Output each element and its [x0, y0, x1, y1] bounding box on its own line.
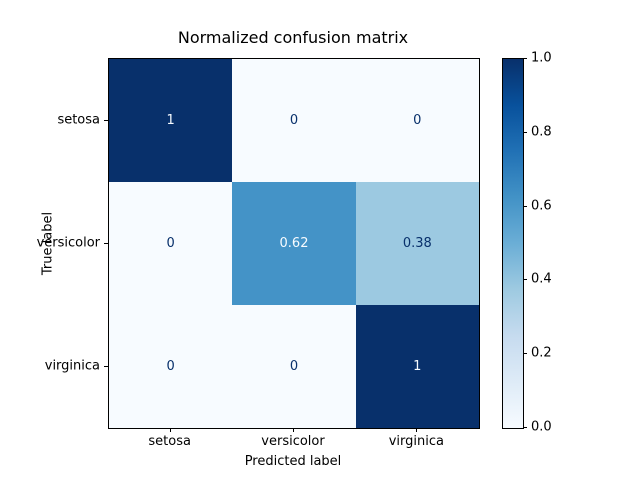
heatmap-axes: 1 0 0 0 0.62 0.38 0 0 1 [108, 58, 480, 429]
y-tick-label-setosa: setosa [57, 112, 100, 127]
heatmap-cell-virginica-versicolor: 0 [232, 305, 356, 428]
cell-value-label: 0.62 [279, 236, 309, 251]
colorbar-tick-mark [523, 427, 527, 428]
x-tick-mark [416, 428, 418, 432]
cell-value-label: 0 [289, 113, 299, 128]
colorbar-tick-mark [523, 279, 527, 281]
y-tick-mark [104, 119, 108, 121]
heatmap-cell-setosa-setosa: 1 [109, 59, 233, 182]
heatmap-cell-versicolor-virginica: 0.38 [355, 182, 479, 305]
colorbar-tick-mark [523, 131, 527, 133]
colorbar [502, 58, 524, 429]
x-tick-mark [169, 428, 171, 432]
x-tick-label-versicolor: versicolor [261, 434, 325, 449]
colorbar-tick-label-0.6: 0.6 [531, 198, 552, 214]
heatmap-cell-virginica-virginica: 1 [355, 305, 479, 428]
colorbar-tick-mark [523, 353, 527, 355]
cell-value-label: 0 [289, 359, 299, 374]
colorbar-tick-label-0.4: 0.4 [531, 271, 552, 287]
y-tick-mark [104, 242, 108, 244]
chart-title: Normalized confusion matrix [177, 28, 409, 47]
colorbar-tick-label-0.0: 0.0 [531, 419, 552, 435]
colorbar-tick-label-1.0: 1.0 [531, 50, 552, 66]
heatmap-cell-versicolor-versicolor: 0.62 [232, 182, 356, 305]
heatmap-cell-setosa-virginica: 0 [355, 59, 479, 182]
colorbar-tick-mark [523, 205, 527, 207]
heatmap-cell-virginica-setosa: 0 [109, 305, 233, 428]
heatmap-cell-versicolor-setosa: 0 [109, 182, 233, 305]
cell-value-label: 0 [166, 359, 175, 374]
heatmap-cell-setosa-versicolor: 0 [232, 59, 356, 182]
colorbar-tick-label-0.2: 0.2 [531, 345, 552, 361]
x-tick-mark [293, 428, 294, 432]
cell-value-label: 0 [413, 113, 422, 128]
x-tick-label-virginica: virginica [388, 434, 444, 449]
y-tick-mark [104, 365, 108, 367]
cell-value-label: 1 [413, 359, 422, 374]
colorbar-tick-label-0.8: 0.8 [531, 124, 552, 140]
cell-value-label: 0 [166, 236, 175, 251]
x-axis-label: Predicted label [244, 454, 342, 469]
cell-value-label: 0.38 [402, 236, 432, 251]
y-tick-label-versicolor: versicolor [36, 235, 100, 250]
colorbar-tick-mark [523, 58, 527, 59]
cell-value-label: 1 [166, 113, 175, 128]
x-tick-label-setosa: setosa [148, 434, 191, 449]
y-tick-label-virginica: virginica [44, 358, 100, 373]
